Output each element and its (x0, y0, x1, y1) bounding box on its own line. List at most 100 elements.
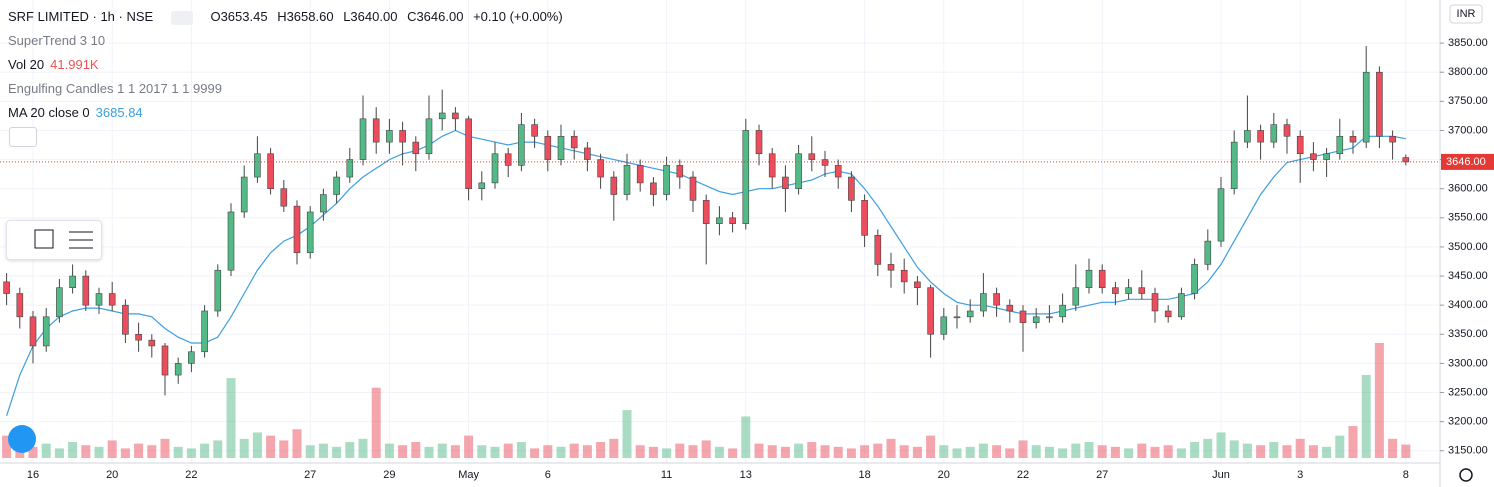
volume-bar (1005, 448, 1015, 458)
volume-bar (384, 443, 394, 458)
volume-bar (939, 445, 949, 458)
compare-toggle[interactable] (170, 10, 193, 25)
candle-body (716, 217, 723, 224)
volume-bar (134, 443, 144, 458)
volume-bar (1137, 443, 1147, 458)
candle-body (861, 200, 868, 236)
candle-body (82, 275, 90, 306)
candle-body (227, 211, 235, 271)
volume-bar (1084, 442, 1094, 458)
candle-body (636, 165, 644, 184)
candle-body (1376, 71, 1383, 137)
volume-bar (81, 445, 91, 458)
indicator[interactable]: MA 20 close 0 3685.84 (8, 105, 149, 120)
candle-body (729, 217, 736, 224)
candle-body (676, 165, 684, 178)
candle-body (465, 118, 472, 189)
candle-body (29, 316, 37, 347)
indicator[interactable]: Vol 20 41.991K (8, 57, 105, 72)
candle-body (518, 124, 525, 166)
volume-bar (477, 445, 487, 458)
rect-tool[interactable] (34, 229, 54, 249)
currency-box (1449, 4, 1483, 24)
candle-body (3, 281, 10, 294)
volume-bar (213, 440, 223, 458)
volume-bar (582, 445, 592, 458)
candle-body (452, 112, 459, 120)
volume-bar (94, 446, 104, 458)
candle-body (478, 182, 486, 189)
candle-body (1112, 287, 1119, 294)
last-price-label: 3646.00 (1446, 156, 1486, 168)
candle-body (1362, 71, 1370, 143)
ohlc-high: H3658.60 (277, 9, 334, 24)
candle-body (650, 182, 657, 195)
candle-body (1019, 310, 1027, 323)
volume-bar (1322, 446, 1332, 458)
y-tick-label: 3600.00 (1448, 183, 1488, 195)
candle-body (834, 165, 842, 178)
candle-body (927, 287, 934, 335)
volume-bar (1282, 445, 1292, 458)
candle-body (1283, 124, 1291, 137)
candle-body (42, 316, 50, 347)
candle-body (1178, 293, 1185, 318)
volume-bar (794, 443, 804, 458)
volume-bar (780, 446, 790, 458)
volume-bar (846, 448, 856, 458)
volume-bar (160, 438, 170, 458)
candle-body (1389, 135, 1396, 143)
volume-bar (1163, 445, 1173, 458)
y-tick-label: 3350.00 (1448, 328, 1488, 340)
candle-body (425, 118, 433, 155)
volume-bar (622, 410, 632, 458)
volume-bar (318, 443, 328, 458)
volume-bar (1242, 443, 1252, 458)
volume-bar (820, 445, 830, 458)
volume-bar (1124, 448, 1134, 458)
volume-bar (662, 448, 672, 458)
drawing-toolbar (6, 220, 102, 260)
volume-bar (279, 440, 289, 458)
candle-body (1204, 240, 1212, 265)
cloud-button[interactable] (8, 425, 36, 453)
x-tick-label: 6 (545, 469, 551, 481)
indicator[interactable]: Engulfing Candles 1 1 2017 1 1 9999 (8, 81, 228, 96)
volume-bar (1374, 343, 1384, 458)
y-tick-label: 3850.00 (1448, 37, 1488, 49)
candle-body (557, 135, 565, 160)
candle-body (372, 118, 380, 143)
candle-body (1310, 153, 1317, 160)
x-tick-label: 22 (1017, 469, 1029, 481)
candle-body (544, 135, 552, 160)
candle-body (399, 130, 406, 143)
volume-bar (1269, 442, 1279, 458)
indicator[interactable]: SuperTrend 3 10 (8, 33, 111, 48)
x-tick-label: 29 (383, 469, 395, 481)
candle-body (742, 130, 750, 224)
candle-body (491, 153, 499, 184)
candle-body (914, 281, 921, 289)
symbol[interactable]: SRF LIMITED · 1h · NSE (8, 9, 154, 24)
header: SRF LIMITED · 1h · NSE O3653.45 H3658.60… (8, 9, 569, 25)
candle-body (1059, 304, 1066, 318)
volume-bar (1097, 445, 1107, 458)
indicator-value: 3685.84 (95, 105, 143, 120)
volume-bar (1256, 445, 1266, 458)
candle-body (16, 293, 24, 318)
candle-body (214, 269, 222, 312)
candle-body (95, 293, 103, 306)
volume-bar (1058, 448, 1068, 458)
collapse-button[interactable] (9, 127, 37, 147)
y-tick-label: 3300.00 (1448, 357, 1488, 369)
volume-bar (503, 443, 513, 458)
settings-icon[interactable] (1459, 468, 1473, 482)
volume-bar (978, 443, 988, 458)
volume-bar (266, 435, 276, 458)
volume-bar (1348, 426, 1358, 458)
x-tick-label: 11 (661, 469, 672, 481)
volume-bar (1190, 442, 1200, 458)
x-tick-label: 13 (740, 469, 752, 481)
x-tick-label: 27 (1096, 469, 1108, 481)
candle-body (161, 345, 169, 376)
